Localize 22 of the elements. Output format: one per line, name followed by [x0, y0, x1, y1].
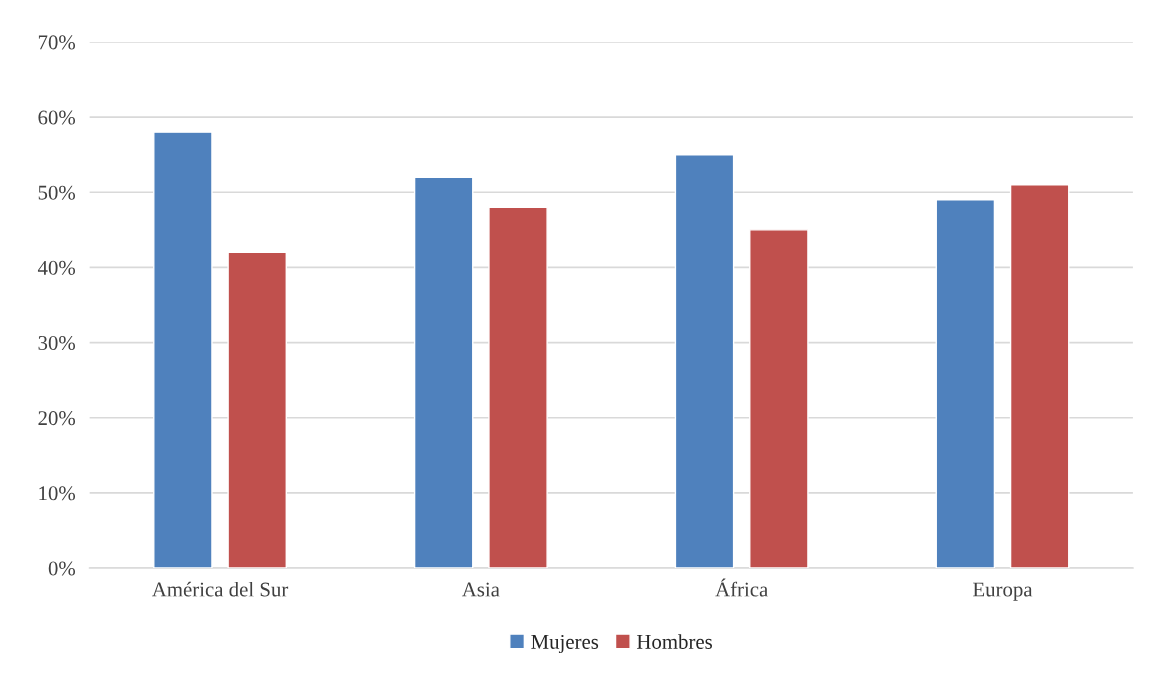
y-tick-label: 50% [38, 185, 76, 200]
y-tick-label: 60% [38, 110, 76, 125]
y-tick-label: 40% [37, 260, 76, 275]
bar [674, 153, 735, 568]
y-tick-label: 30% [38, 335, 76, 351]
x-tick-label: Europa [973, 582, 1033, 601]
y-tick-label: 0% [48, 561, 76, 576]
legend-label: Hombres [636, 634, 712, 649]
bar [153, 131, 213, 568]
bar [413, 176, 474, 568]
y-tick-label: 20% [38, 411, 76, 426]
legend-label: Mujeres [531, 634, 599, 654]
x-tick-label: Asia [461, 582, 500, 597]
bar [749, 229, 809, 568]
y-tick-label: 70% [38, 35, 76, 50]
x-tick-label: África [715, 578, 768, 597]
bar [1009, 184, 1070, 568]
x-tick-label: América del Sur [151, 581, 289, 597]
bar [488, 206, 548, 568]
bar [227, 251, 287, 568]
y-tick-label: 10% [39, 486, 76, 501]
bar [935, 199, 996, 568]
